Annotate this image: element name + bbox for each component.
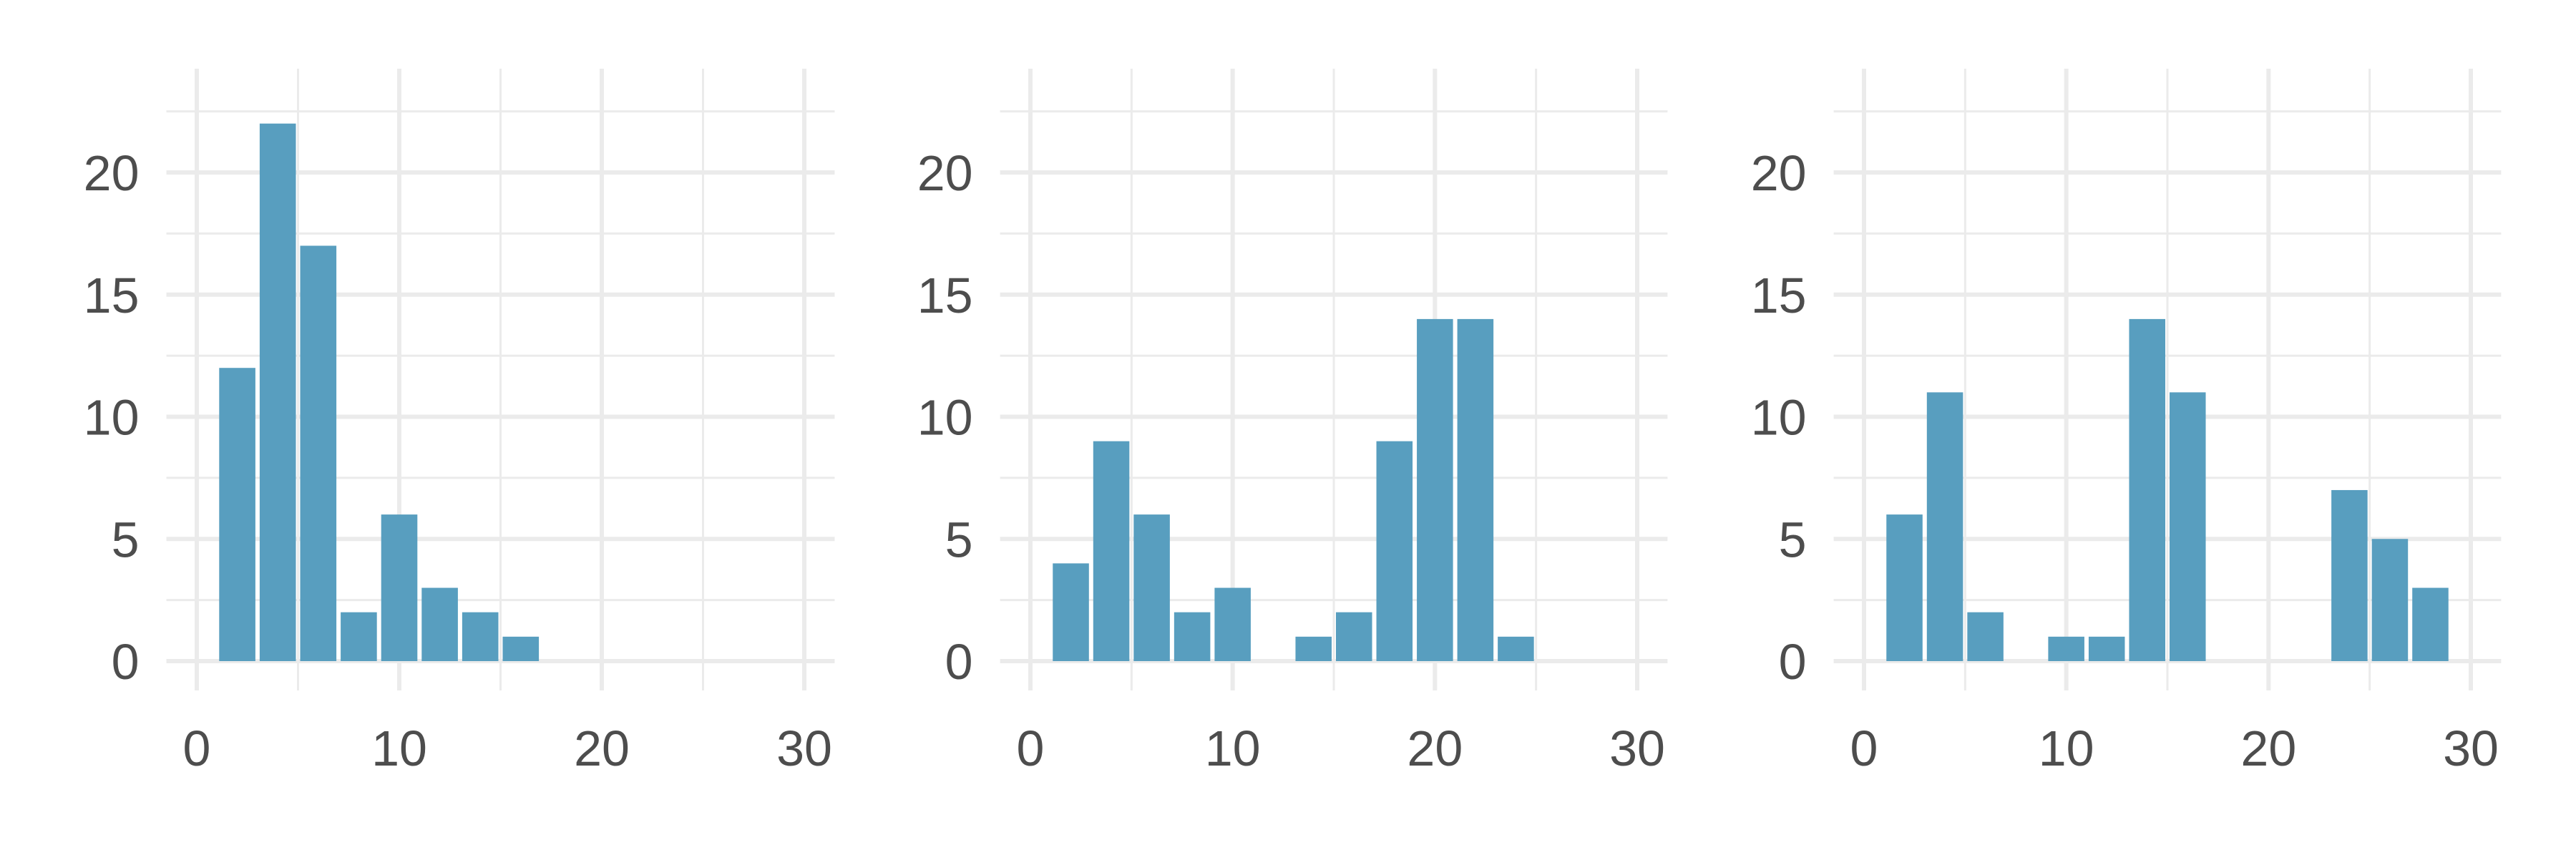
histogram-panel-2: 0 10 20 30 0 5 10 15 20 — [917, 69, 1668, 776]
x-tick-label: 30 — [2443, 720, 2499, 776]
histogram-bar — [2170, 392, 2206, 661]
histogram-panel-1: 0 10 20 30 0 5 10 15 20 — [84, 69, 835, 776]
histogram-panel-3: 0 10 20 30 0 5 10 15 20 — [1751, 69, 2502, 776]
histogram-bar — [421, 587, 458, 661]
histogram-bar — [1214, 587, 1251, 661]
y-tick-label: 20 — [84, 145, 140, 201]
y-tick-label: 15 — [917, 268, 973, 323]
histogram-bar — [1376, 441, 1413, 661]
y-tick-label: 0 — [945, 634, 973, 690]
histogram-bar — [1174, 612, 1211, 661]
histogram-bar — [381, 514, 418, 661]
histogram-bar — [1498, 636, 1534, 661]
histogram-bar — [1336, 612, 1372, 661]
histogram-bar — [2088, 636, 2125, 661]
histogram-bar — [1457, 318, 1494, 661]
histogram-bar — [259, 123, 296, 661]
histogram-bar — [341, 612, 377, 661]
histogram-bar — [1093, 441, 1130, 661]
y-tick-label: 15 — [84, 268, 140, 323]
histogram-bar — [1967, 612, 2004, 661]
x-tick-label: 10 — [2039, 720, 2094, 776]
histogram-bar — [1417, 318, 1453, 661]
histogram-bar — [2129, 318, 2165, 661]
histogram-bar — [300, 245, 337, 661]
x-tick-label: 20 — [574, 720, 630, 776]
y-tick-label: 15 — [1751, 268, 1807, 323]
x-tick-label: 20 — [2240, 720, 2296, 776]
y-tick-label: 10 — [917, 390, 973, 446]
y-tick-label: 10 — [1751, 390, 1807, 446]
x-tick-label: 30 — [776, 720, 832, 776]
histogram-bar — [1886, 514, 1923, 661]
histogram-bar — [502, 636, 540, 661]
x-tick-label: 20 — [1407, 720, 1463, 776]
x-tick-label: 30 — [1609, 720, 1665, 776]
y-tick-label: 10 — [84, 390, 140, 446]
y-tick-label: 5 — [1779, 512, 1807, 567]
histogram-bar — [2048, 636, 2084, 661]
x-tick-label: 10 — [371, 720, 427, 776]
x-tick-label: 10 — [1205, 720, 1261, 776]
histogram-bar — [2331, 489, 2368, 661]
x-tick-label: 0 — [183, 720, 211, 776]
histogram-bar — [1295, 636, 1332, 661]
histogram-bar — [1926, 392, 1963, 661]
y-tick-label: 0 — [112, 634, 140, 690]
y-tick-label: 5 — [945, 512, 973, 567]
histogram-bar — [219, 368, 255, 661]
y-tick-label: 20 — [1751, 145, 1807, 201]
histogram-bar — [462, 612, 499, 661]
histogram-bar — [2371, 539, 2409, 661]
y-tick-label: 5 — [112, 512, 140, 567]
y-tick-label: 20 — [917, 145, 973, 201]
y-tick-label: 0 — [1779, 634, 1807, 690]
histogram-bar — [1053, 563, 1089, 661]
x-tick-label: 0 — [1850, 720, 1878, 776]
histogram-bar — [2412, 587, 2449, 661]
x-tick-label: 0 — [1017, 720, 1045, 776]
histogram-bar — [1133, 514, 1170, 661]
